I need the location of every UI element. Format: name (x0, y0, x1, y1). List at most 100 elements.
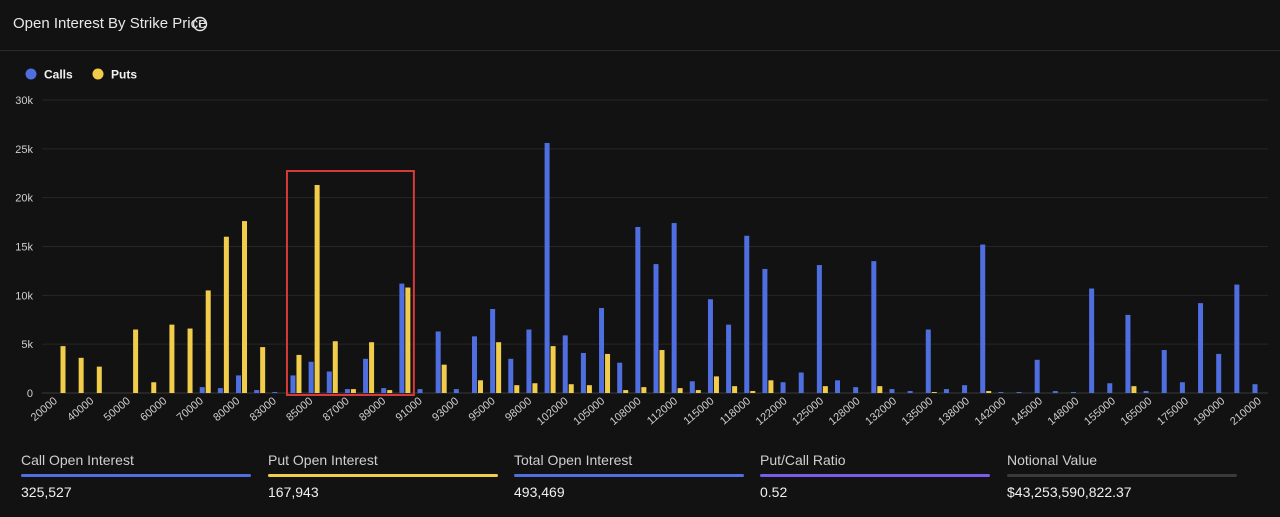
bar-calls[interactable] (1070, 392, 1076, 393)
bar-puts[interactable] (623, 390, 629, 393)
bar-calls[interactable] (381, 388, 387, 393)
bar-calls[interactable] (871, 261, 877, 393)
bar-calls[interactable] (1052, 391, 1058, 393)
bar-puts[interactable] (732, 386, 738, 393)
bar-calls[interactable] (490, 309, 496, 393)
bar-calls[interactable] (998, 392, 1004, 393)
bar-puts[interactable] (151, 382, 157, 393)
bar-calls[interactable] (816, 265, 822, 393)
bar-calls[interactable] (671, 223, 677, 393)
bar-puts[interactable] (260, 347, 266, 393)
bar-calls[interactable] (835, 380, 841, 393)
info-circle-icon[interactable] (192, 16, 208, 32)
bar-calls[interactable] (363, 358, 369, 393)
bar-puts[interactable] (605, 353, 611, 393)
bar-calls[interactable] (635, 226, 641, 393)
bar-calls[interactable] (1198, 303, 1204, 393)
bar-calls[interactable] (1143, 391, 1149, 393)
bar-calls[interactable] (762, 268, 768, 393)
bar-puts[interactable] (314, 184, 320, 393)
bar-puts[interactable] (387, 390, 393, 393)
bar-puts[interactable] (477, 380, 483, 393)
bar-calls[interactable] (1179, 382, 1185, 393)
bar-calls[interactable] (744, 235, 750, 393)
bar-calls[interactable] (1252, 384, 1258, 393)
bar-calls[interactable] (236, 375, 242, 393)
bar-puts[interactable] (223, 236, 229, 393)
bar-calls[interactable] (925, 329, 931, 393)
bar-calls[interactable] (707, 299, 713, 393)
bar-calls[interactable] (1089, 288, 1095, 393)
bar-calls[interactable] (471, 336, 477, 393)
bar-calls[interactable] (1034, 359, 1040, 393)
bar-puts[interactable] (641, 387, 647, 393)
legend-item-calls[interactable]: Calls (25, 68, 74, 82)
bar-calls[interactable] (417, 389, 423, 393)
bar-calls[interactable] (308, 361, 314, 393)
bar-calls[interactable] (599, 308, 605, 393)
bar-puts[interactable] (369, 342, 375, 393)
bar-puts[interactable] (568, 384, 574, 393)
bar-calls[interactable] (853, 387, 859, 393)
bar-puts[interactable] (659, 350, 665, 393)
bar-puts[interactable] (205, 290, 211, 393)
bar-calls[interactable] (980, 244, 986, 393)
bar-puts[interactable] (750, 391, 756, 393)
bar-calls[interactable] (1161, 350, 1167, 393)
bar-calls[interactable] (798, 372, 804, 393)
bar-calls[interactable] (653, 264, 659, 393)
bar-calls[interactable] (217, 388, 223, 393)
bar-calls[interactable] (1107, 383, 1113, 393)
bar-calls[interactable] (326, 371, 332, 393)
bar-puts[interactable] (550, 346, 556, 393)
bar-calls[interactable] (1125, 314, 1131, 393)
legend-item-puts[interactable]: Puts (92, 68, 138, 82)
bar-calls[interactable] (344, 389, 350, 393)
bar-puts[interactable] (60, 346, 66, 393)
bar-puts[interactable] (296, 354, 302, 393)
bar-puts[interactable] (441, 364, 447, 393)
bar-calls[interactable] (617, 362, 623, 393)
bar-calls[interactable] (889, 389, 895, 393)
bar-puts[interactable] (187, 328, 193, 393)
bar-puts[interactable] (532, 383, 538, 393)
bar-calls[interactable] (943, 389, 949, 393)
bar-puts[interactable] (332, 341, 338, 393)
bar-puts[interactable] (713, 376, 719, 393)
bar-calls[interactable] (544, 142, 550, 393)
bar-puts[interactable] (496, 342, 502, 393)
bar-calls[interactable] (562, 335, 568, 393)
bar-puts[interactable] (768, 380, 774, 393)
bar-calls[interactable] (435, 331, 441, 393)
bar-puts[interactable] (1131, 386, 1137, 393)
bar-puts[interactable] (986, 391, 992, 393)
bar-puts[interactable] (822, 386, 828, 393)
bar-calls[interactable] (508, 358, 514, 393)
bar-calls[interactable] (1016, 392, 1022, 393)
bar-calls[interactable] (272, 392, 278, 393)
bar-puts[interactable] (677, 388, 683, 393)
bar-calls[interactable] (254, 390, 260, 393)
bar-calls[interactable] (1234, 284, 1240, 393)
bar-calls[interactable] (780, 382, 786, 393)
bar-puts[interactable] (931, 392, 937, 393)
bar-calls[interactable] (199, 387, 205, 393)
bar-puts[interactable] (405, 287, 411, 393)
bar-calls[interactable] (689, 381, 695, 393)
bar-puts[interactable] (514, 385, 520, 393)
bar-calls[interactable] (726, 324, 732, 393)
bar-calls[interactable] (290, 375, 296, 393)
bar-puts[interactable] (133, 329, 139, 393)
bar-calls[interactable] (526, 329, 532, 393)
bar-calls[interactable] (399, 283, 405, 393)
bar-calls[interactable] (1216, 353, 1222, 393)
bar-calls[interactable] (453, 389, 459, 393)
bar-puts[interactable] (877, 386, 883, 393)
bar-puts[interactable] (96, 366, 102, 393)
bar-puts[interactable] (586, 385, 592, 393)
bar-puts[interactable] (78, 357, 84, 393)
bar-puts[interactable] (242, 221, 248, 393)
bar-calls[interactable] (962, 385, 968, 393)
bar-puts[interactable] (350, 389, 356, 393)
bar-calls[interactable] (580, 352, 586, 393)
